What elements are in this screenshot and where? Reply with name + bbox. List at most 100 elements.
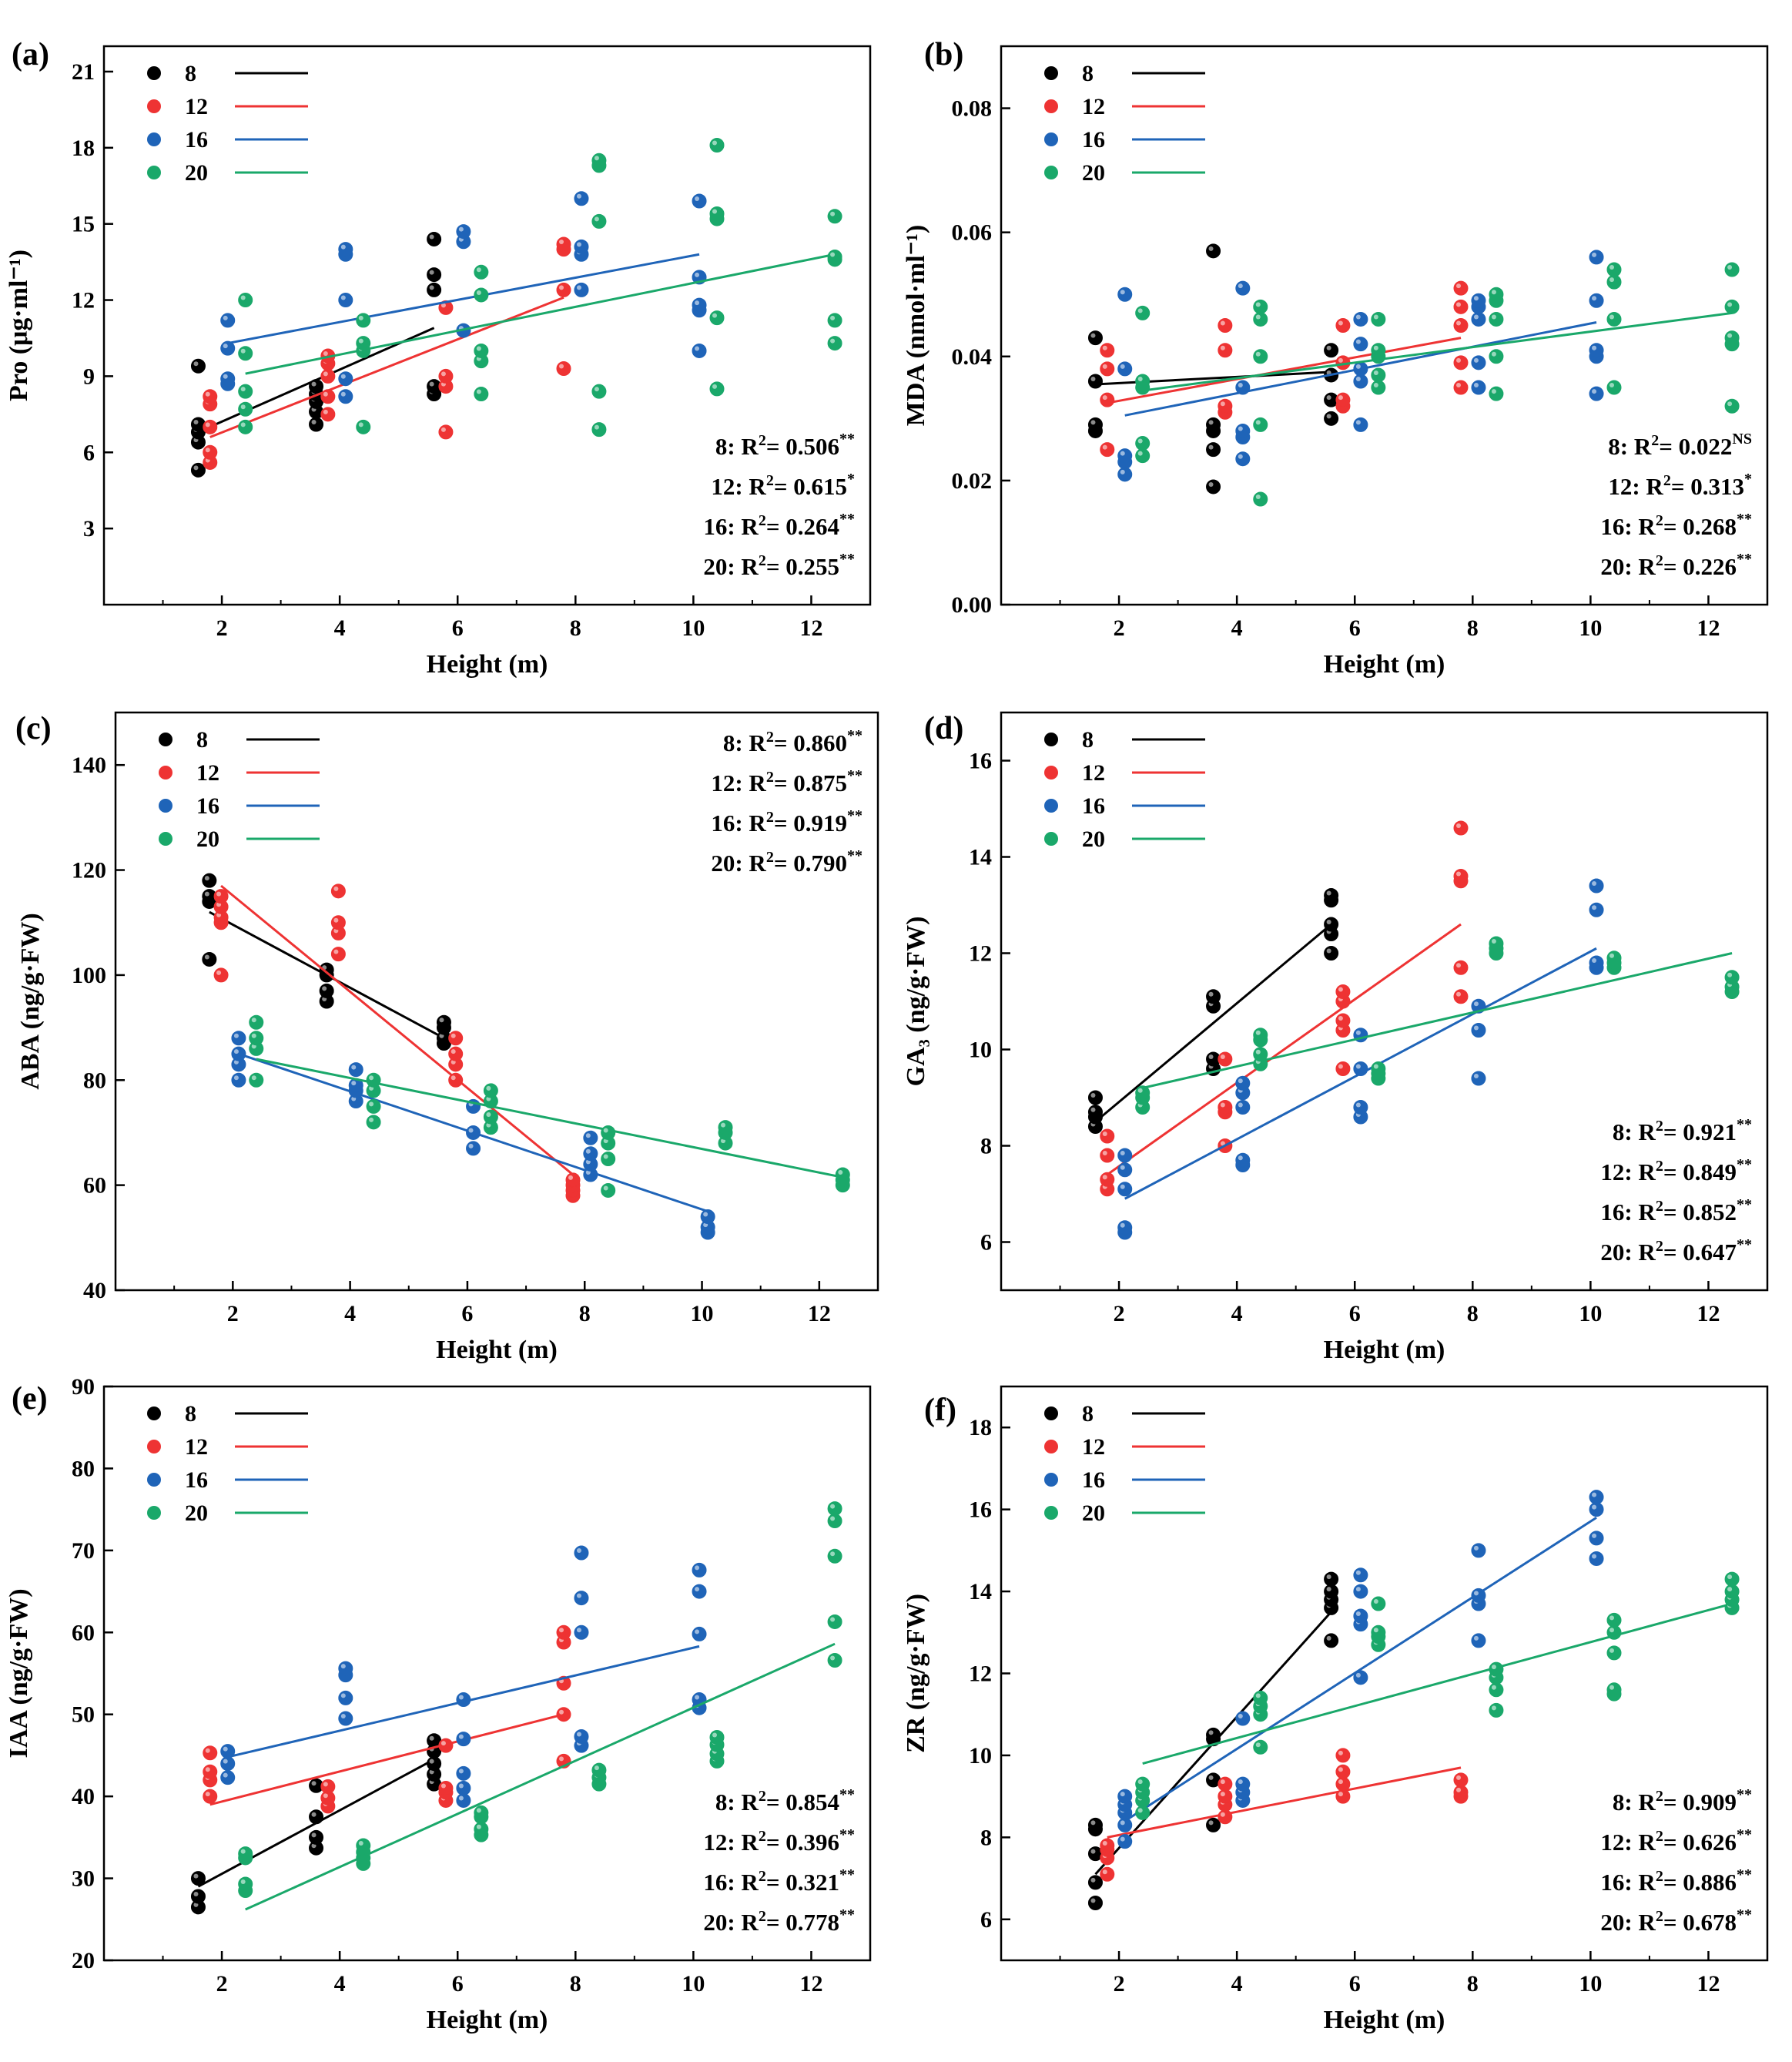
legend-marker-8 bbox=[147, 1407, 161, 1420]
data-point-20 bbox=[1253, 417, 1268, 432]
data-point-20 bbox=[1489, 936, 1504, 951]
data-point-highlight bbox=[476, 389, 481, 394]
data-point-12 bbox=[1453, 1772, 1469, 1788]
data-point-highlight bbox=[1338, 1750, 1343, 1755]
data-point-highlight bbox=[1456, 991, 1461, 997]
data-point-highlight bbox=[1338, 357, 1343, 363]
legend-label-20: 20 bbox=[196, 826, 219, 852]
data-point-20 bbox=[1135, 436, 1151, 451]
data-point-highlight bbox=[1473, 1001, 1479, 1007]
data-point-16 bbox=[574, 1624, 589, 1640]
data-point-16 bbox=[231, 1046, 246, 1061]
legend-marker-12 bbox=[159, 766, 173, 780]
data-point-highlight bbox=[559, 364, 564, 369]
data-point-16 bbox=[456, 1692, 471, 1708]
data-point-20 bbox=[591, 1762, 607, 1778]
y-tick-label: 100 bbox=[72, 963, 106, 988]
panel-4: (e) 2 4 6 8 10 12 20 30 40 50 60 70 80 90 Height (m) IAA… bbox=[5, 1374, 872, 2034]
data-point-highlight bbox=[1338, 1016, 1343, 1021]
data-point-highlight bbox=[486, 1112, 491, 1117]
data-point-highlight bbox=[1255, 1742, 1261, 1748]
data-point-highlight bbox=[1491, 1665, 1496, 1670]
data-point-16 bbox=[1589, 878, 1604, 894]
data-point-highlight bbox=[1102, 1151, 1107, 1155]
data-point-highlight bbox=[1102, 444, 1107, 450]
data-point-20 bbox=[1489, 311, 1504, 327]
data-point-highlight bbox=[233, 1033, 239, 1038]
data-point-highlight bbox=[1491, 314, 1496, 320]
data-point-8 bbox=[309, 1809, 324, 1825]
data-point-8 bbox=[436, 1014, 451, 1030]
legend-label-20: 20 bbox=[1082, 160, 1105, 186]
data-point-16 bbox=[692, 297, 707, 313]
data-point-16 bbox=[220, 371, 236, 387]
data-point-highlight bbox=[1102, 1841, 1107, 1846]
panel-3: (d) 2 4 6 8 10 12 6 8 10 12 14 16 Height (m) GA₃ (ng/g… bbox=[902, 711, 1769, 1364]
data-point-highlight bbox=[1456, 283, 1461, 289]
x-tick-label: 12 bbox=[799, 1971, 822, 1997]
data-point-highlight bbox=[594, 216, 599, 222]
data-point-highlight bbox=[1137, 438, 1143, 444]
data-point-16 bbox=[1589, 250, 1604, 265]
data-point-20 bbox=[1253, 349, 1268, 364]
data-point-highlight bbox=[1338, 395, 1343, 401]
panel-letter: (e) bbox=[12, 1381, 48, 1417]
data-point-highlight bbox=[1456, 871, 1461, 877]
data-point-highlight bbox=[695, 1629, 700, 1635]
y-tick-label: 90 bbox=[72, 1374, 95, 1400]
legend-marker-12 bbox=[1044, 1440, 1058, 1453]
legend-marker-20 bbox=[1044, 832, 1058, 846]
data-point-highlight bbox=[585, 1133, 591, 1138]
legend-label-8: 8 bbox=[1082, 61, 1094, 86]
data-point-highlight bbox=[830, 1617, 836, 1622]
data-point-highlight bbox=[1592, 1504, 1597, 1510]
legend-marker-12 bbox=[1044, 99, 1058, 113]
data-point-highlight bbox=[576, 193, 581, 199]
data-point-highlight bbox=[1090, 1107, 1096, 1112]
data-point-highlight bbox=[1491, 389, 1496, 394]
series-12 bbox=[1100, 1748, 1469, 1882]
data-point-highlight bbox=[440, 427, 446, 432]
data-point-8 bbox=[1087, 1896, 1103, 1910]
data-point-12 bbox=[1335, 1748, 1351, 1763]
data-point-20 bbox=[474, 264, 489, 280]
series-20 bbox=[238, 1501, 842, 1911]
data-point-highlight bbox=[1326, 345, 1331, 350]
data-point-highlight bbox=[233, 1049, 239, 1054]
data-point-12 bbox=[1335, 1764, 1351, 1779]
x-axis-label: Height (m) bbox=[1324, 1336, 1445, 1364]
data-point-8 bbox=[1324, 343, 1339, 358]
data-point-20 bbox=[474, 1805, 489, 1820]
data-point-highlight bbox=[1355, 339, 1361, 344]
data-point-12 bbox=[1453, 280, 1469, 296]
data-point-20 bbox=[1489, 1682, 1504, 1698]
data-point-highlight bbox=[1120, 1165, 1125, 1170]
x-tick-label: 12 bbox=[808, 1301, 831, 1326]
data-point-8 bbox=[427, 282, 442, 297]
r2-annotation-8: 8: R2= 0.860** bbox=[723, 727, 863, 756]
data-point-20 bbox=[1253, 311, 1268, 327]
data-point-8 bbox=[202, 951, 217, 967]
data-point-16 bbox=[1589, 1531, 1604, 1546]
fit-line-16 bbox=[1124, 1517, 1597, 1822]
series-12 bbox=[1100, 820, 1469, 1197]
panel-letter: (a) bbox=[12, 37, 49, 72]
data-point-12 bbox=[203, 1745, 218, 1761]
data-point-highlight bbox=[1326, 395, 1331, 401]
y-tick-label: 0.00 bbox=[952, 592, 993, 618]
data-point-8 bbox=[1324, 888, 1339, 903]
data-point-20 bbox=[356, 336, 371, 351]
legend-marker-8 bbox=[1044, 66, 1058, 80]
data-point-20 bbox=[1135, 1805, 1151, 1820]
y-tick-label: 21 bbox=[72, 59, 95, 85]
legend-marker-16 bbox=[147, 1473, 161, 1487]
legend-label-16: 16 bbox=[196, 793, 219, 819]
data-point-highlight bbox=[1609, 1628, 1614, 1633]
data-point-highlight bbox=[1102, 1175, 1107, 1180]
data-point-20 bbox=[238, 384, 253, 399]
data-point-highlight bbox=[476, 1808, 481, 1813]
data-point-20 bbox=[474, 1822, 489, 1837]
data-point-8 bbox=[427, 267, 442, 283]
data-point-highlight bbox=[1373, 345, 1378, 350]
data-point-20 bbox=[835, 1167, 850, 1182]
